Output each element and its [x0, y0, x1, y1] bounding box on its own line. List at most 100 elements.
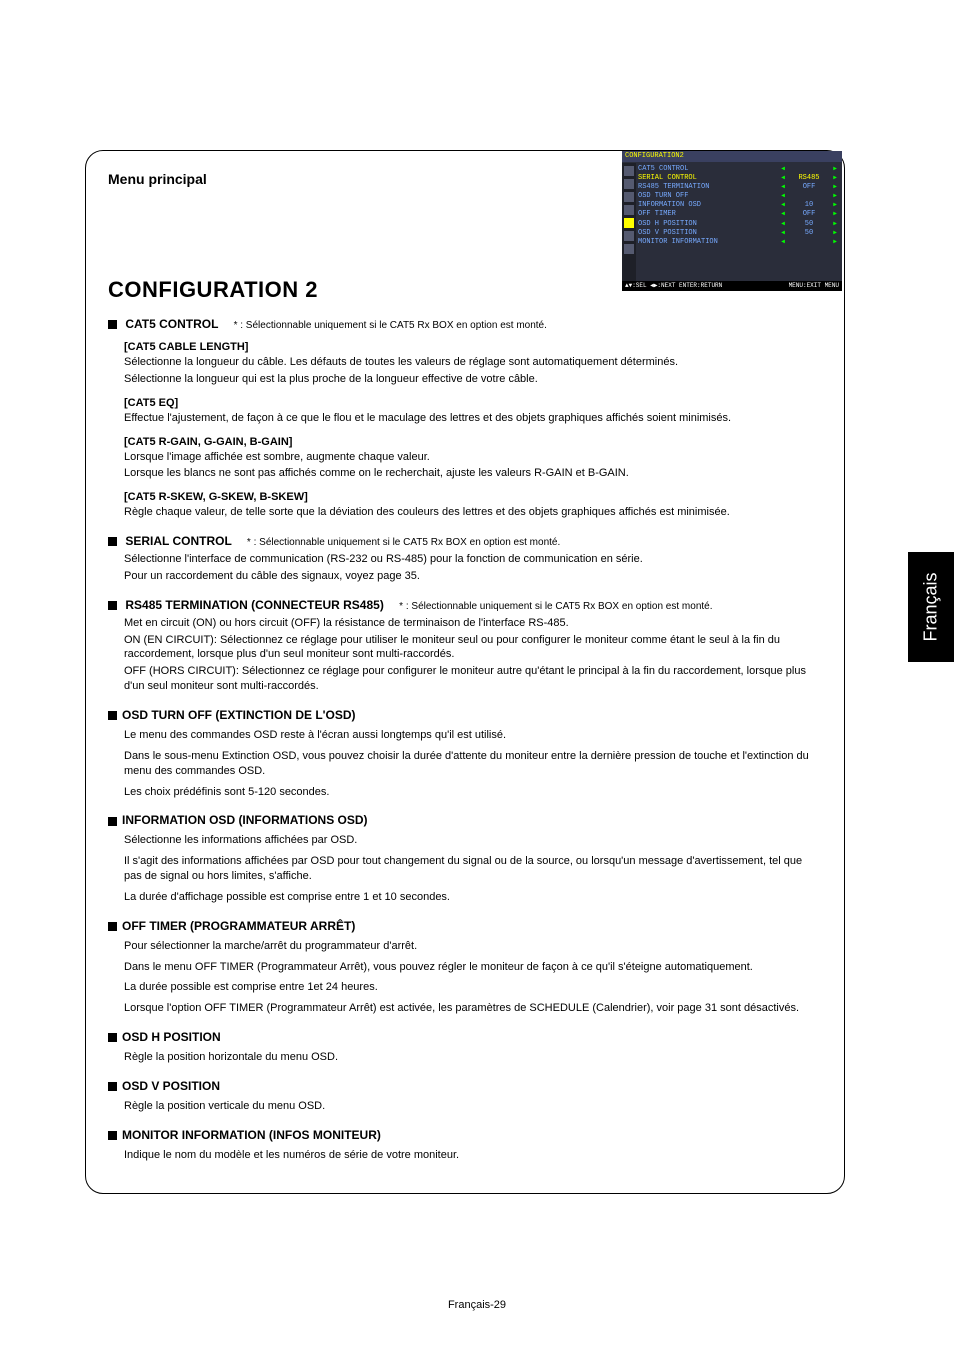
osd-row-value: 50: [786, 229, 832, 238]
bullet-icon: [108, 601, 117, 610]
bullet-icon: [108, 320, 117, 329]
rs485-title: RS485 TERMINATION (CONNECTEUR RS485): [125, 598, 383, 612]
osd-row-value: [786, 165, 832, 174]
osd-row: CAT5 CONTROL◀▶: [638, 165, 838, 174]
right-arrow-icon: ▶: [832, 183, 838, 192]
cat5-gain-text1: Lorsque l'image affichée est sombre, aug…: [124, 450, 822, 465]
osd-row: OFF TIMER◀OFF▶: [638, 210, 838, 219]
info-osd-text1: Sélectionne les informations affichées p…: [124, 833, 822, 848]
off-timer-text3: La durée possible est comprise entre 1et…: [124, 980, 822, 995]
off-timer-text2: Dans le menu OFF TIMER (Programmateur Ar…: [124, 960, 822, 975]
cat5-skew-text: Règle chaque valeur, de telle sorte que …: [124, 505, 822, 520]
monitor-info-section: MONITOR INFORMATION (INFOS MONITEUR) Ind…: [108, 1128, 822, 1163]
language-side-tab: Français: [908, 552, 954, 662]
osd-v-text: Règle la position verticale du menu OSD.: [124, 1099, 822, 1114]
osd-row-label: OSD V POSITION: [638, 229, 780, 238]
osd-footer-left: ▲▼:SEL ◀▶:NEXT ENTER:RETURN: [625, 282, 722, 290]
osd-side-icon: [624, 205, 634, 215]
content-frame: Menu principal CONFIGURATION2 CAT5 CONTR…: [85, 150, 845, 1194]
cat5-gain-title: [CAT5 R-GAIN, G-GAIN, B-GAIN]: [124, 436, 822, 448]
monitor-info-text: Indique le nom du modèle et les numéros …: [124, 1148, 822, 1163]
bullet-icon: [108, 537, 117, 546]
osd-turnoff-text3: Les choix prédéfinis sont 5-120 secondes…: [124, 785, 822, 800]
osd-turnoff-section: OSD TURN OFF (EXTINCTION DE L'OSD) Le me…: [108, 708, 822, 799]
serial-text2: Pour un raccordement du câble des signau…: [124, 569, 822, 584]
osd-row-label: INFORMATION OSD: [638, 201, 780, 210]
rs485-note: * : Sélectionnable uniquement si le CAT5…: [399, 601, 712, 612]
rs485-text1: Met en circuit (ON) ou hors circuit (OFF…: [124, 616, 822, 631]
rs485-text3: OFF (HORS CIRCUIT): Sélectionnez ce régl…: [124, 664, 822, 694]
osd-turnoff-text2: Dans le sous-menu Extinction OSD, vous p…: [124, 749, 822, 779]
osd-row: SERIAL CONTROL◀RS485▶: [638, 174, 838, 183]
osd-row-label: OFF TIMER: [638, 210, 780, 219]
osd-footer: ▲▼:SEL ◀▶:NEXT ENTER:RETURN MENU:EXIT ME…: [622, 281, 842, 291]
osd-turnoff-text1: Le menu des commandes OSD reste à l'écra…: [124, 728, 822, 743]
info-osd-text2: Il s'agit des informations affichées par…: [124, 854, 822, 884]
osd-turnoff-title: OSD TURN OFF (EXTINCTION DE L'OSD): [122, 708, 356, 722]
language-label: Français: [921, 572, 942, 641]
right-arrow-icon: ▶: [832, 192, 838, 201]
bullet-icon: [108, 922, 117, 931]
osd-row: INFORMATION OSD◀10▶: [638, 201, 838, 210]
osd-row: MONITOR INFORMATION◀▶: [638, 238, 838, 247]
osd-h-section: OSD H POSITION Règle la position horizon…: [108, 1030, 822, 1065]
osd-row: OSD TURN OFF◀▶: [638, 192, 838, 201]
right-arrow-icon: ▶: [832, 220, 838, 229]
right-arrow-icon: ▶: [832, 229, 838, 238]
off-timer-section: OFF TIMER (PROGRAMMATEUR ARRÊT) Pour sél…: [108, 919, 822, 1016]
bullet-icon: [108, 1082, 117, 1091]
cat5-eq-text: Effectue l'ajustement, de façon à ce que…: [124, 411, 822, 426]
osd-row-value: OFF: [786, 183, 832, 192]
off-timer-title: OFF TIMER (PROGRAMMATEUR ARRÊT): [122, 919, 355, 933]
serial-control-title: SERIAL CONTROL: [125, 534, 231, 548]
osd-footer-right: MENU:EXIT MENU: [789, 282, 839, 290]
right-arrow-icon: ▶: [832, 238, 838, 247]
cat5-cable-length-text2: Sélectionne la longueur qui est la plus …: [124, 372, 822, 387]
osd-row-value: [786, 192, 832, 201]
osd-side-icon: [624, 231, 634, 241]
osd-screenshot: CONFIGURATION2 CAT5 CONTROL◀▶SERIAL CONT…: [622, 151, 842, 291]
osd-side-icon: [624, 244, 634, 254]
osd-row-value: OFF: [786, 210, 832, 219]
osd-icon-bar: [622, 163, 636, 291]
rs485-text2: ON (EN CIRCUIT): Sélectionnez ce réglage…: [124, 633, 822, 663]
bullet-icon: [108, 817, 117, 826]
page-number: Français-29: [0, 1299, 954, 1311]
osd-row: RS485 TERMINATION◀OFF▶: [638, 183, 838, 192]
bullet-icon: [108, 711, 117, 720]
osd-row-label: MONITOR INFORMATION: [638, 238, 780, 247]
serial-control-note: * : Sélectionnable uniquement si le CAT5…: [247, 537, 560, 548]
cat5-eq-title: [CAT5 EQ]: [124, 397, 822, 409]
osd-row-value: [786, 238, 832, 247]
info-osd-section: INFORMATION OSD (INFORMATIONS OSD) Sélec…: [108, 813, 822, 904]
osd-body: CAT5 CONTROL◀▶SERIAL CONTROL◀RS485▶RS485…: [638, 165, 838, 247]
osd-row: OSD H POSITION◀50▶: [638, 220, 838, 229]
cat5-control-note: * : Sélectionnable uniquement si le CAT5…: [234, 320, 547, 331]
osd-side-icon: [624, 166, 634, 176]
monitor-info-title: MONITOR INFORMATION (INFOS MONITEUR): [122, 1128, 381, 1142]
info-osd-title: INFORMATION OSD (INFORMATIONS OSD): [122, 813, 368, 827]
osd-row-label: OSD H POSITION: [638, 220, 780, 229]
osd-row-value: 10: [786, 201, 832, 210]
osd-row-label: CAT5 CONTROL: [638, 165, 780, 174]
osd-row-label: RS485 TERMINATION: [638, 183, 780, 192]
osd-header: CONFIGURATION2: [622, 151, 842, 162]
cat5-cable-length-title: [CAT5 CABLE LENGTH]: [124, 341, 822, 353]
osd-v-title: OSD V POSITION: [122, 1079, 220, 1093]
rs485-heading: RS485 TERMINATION (CONNECTEUR RS485) * :…: [108, 598, 822, 612]
osd-h-text: Règle la position horizontale du menu OS…: [124, 1050, 822, 1065]
osd-row-label: SERIAL CONTROL: [638, 174, 780, 183]
right-arrow-icon: ▶: [832, 165, 838, 174]
osd-side-icon: [624, 218, 634, 228]
osd-row-value: RS485: [786, 174, 832, 183]
info-osd-text3: La durée d'affichage possible est compri…: [124, 890, 822, 905]
bullet-icon: [108, 1033, 117, 1042]
osd-side-icon: [624, 179, 634, 189]
osd-v-section: OSD V POSITION Règle la position vertica…: [108, 1079, 822, 1114]
serial-control-heading: SERIAL CONTROL * : Sélectionnable unique…: [108, 534, 822, 548]
serial-text1: Sélectionne l'interface de communication…: [124, 552, 822, 567]
right-arrow-icon: ▶: [832, 201, 838, 210]
cat5-control-title: CAT5 CONTROL: [125, 317, 218, 331]
off-timer-text4: Lorsque l'option OFF TIMER (Programmateu…: [124, 1001, 822, 1016]
osd-side-icon: [624, 192, 634, 202]
